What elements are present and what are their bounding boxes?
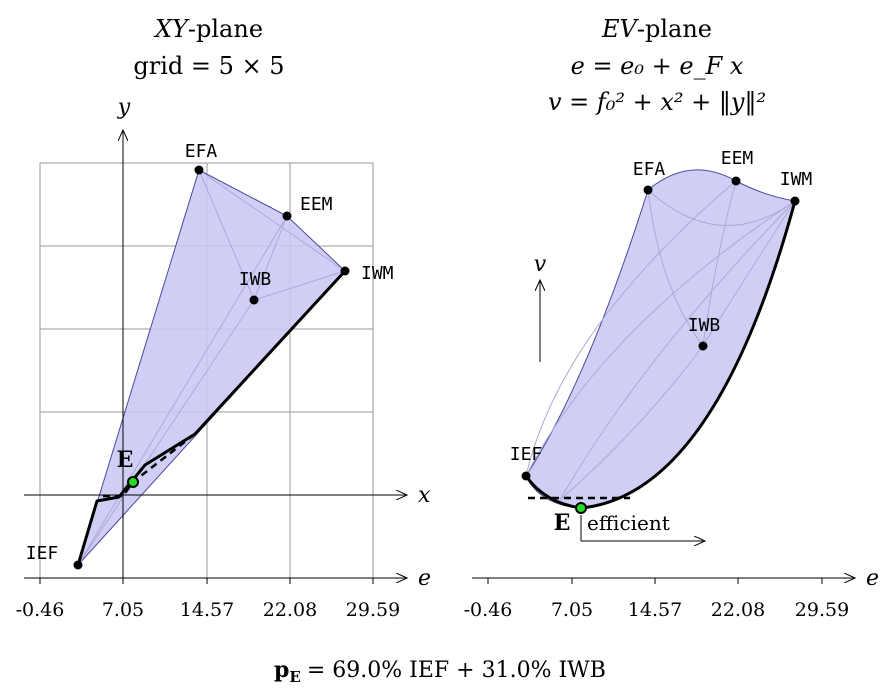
left-panel: XY-plane grid = 5 × 5 y x — [16, 15, 431, 621]
xy-hull-inner-edges — [77, 169, 346, 566]
ev-label-ief: IEF — [510, 444, 543, 465]
ev-label-e: E — [554, 510, 571, 536]
formula-v: v = f₀² + x² + ‖y‖² — [548, 88, 766, 117]
left-tick-label: 22.08 — [263, 599, 317, 621]
xy-label-ief: IEF — [26, 543, 59, 564]
ev-point-efa — [643, 185, 653, 195]
right-e-ticks — [487, 578, 823, 584]
left-tick-label: 29.59 — [346, 599, 400, 621]
x-axis-label: x — [418, 483, 431, 508]
left-e-ticks — [39, 578, 374, 584]
xy-label-e: E — [117, 447, 134, 473]
xy-point-efa — [194, 165, 204, 175]
ev-point-iwm — [790, 196, 800, 206]
left-tick-label: -0.46 — [16, 599, 65, 621]
xy-label-efa: EFA — [185, 141, 218, 162]
left-tick-label: 7.05 — [102, 599, 144, 621]
xy-hull — [77, 169, 346, 566]
xy-point-eem — [282, 211, 292, 221]
xy-efficient-chord — [103, 433, 196, 498]
caption-p-sub: E — [289, 668, 300, 686]
ev-efficient-frontier — [524, 200, 797, 510]
right-panel: EV-plane e = e₀ + e_F x v = f₀² + x² + ‖… — [464, 15, 879, 621]
ev-point-iwb — [698, 341, 708, 351]
right-tick-label: 7.05 — [551, 599, 593, 621]
left-tick-label: 14.57 — [180, 599, 234, 621]
ev-point-eem — [731, 176, 741, 186]
right-tick-label: -0.46 — [464, 599, 513, 621]
left-title-line1: XY-plane — [153, 15, 263, 43]
ev-label-eem: EEM — [721, 148, 754, 169]
caption: pE = 69.0% IEF + 31.0% IWB — [274, 657, 606, 686]
caption-p: p — [274, 657, 289, 683]
efficient-label: efficient — [587, 511, 670, 535]
xy-point-e — [127, 476, 139, 488]
xy-label-eem: EEM — [300, 194, 333, 215]
ev-label-efa: EFA — [633, 159, 666, 180]
xy-point-iwm — [340, 266, 350, 276]
left-title-line2: grid = 5 × 5 — [133, 52, 284, 80]
ev-label-iwm: IWM — [780, 169, 813, 190]
xy-label-iwb: IWB — [239, 269, 272, 290]
v-axis-label: v — [534, 252, 547, 277]
ev-point-e — [575, 502, 587, 514]
left-e-axis-label: e — [418, 566, 431, 591]
xy-label-iwm: IWM — [361, 263, 394, 284]
ev-point-ief — [521, 471, 531, 481]
right-e-axis-label: e — [866, 566, 879, 591]
caption-text: = 69.0% IEF + 31.0% IWB — [307, 658, 606, 683]
y-axis-label: y — [117, 95, 131, 120]
xy-point-iwb — [249, 295, 259, 305]
right-title-line1: EV-plane — [601, 15, 712, 43]
ev-hull-inner-edges — [525, 180, 796, 501]
xy-point-ief — [73, 560, 83, 570]
right-tick-label: 29.59 — [795, 599, 849, 621]
ev-label-iwb: IWB — [688, 315, 721, 336]
right-tick-label: 14.57 — [628, 599, 682, 621]
ev-hull — [525, 169, 796, 509]
right-tick-label: 22.08 — [711, 599, 765, 621]
formula-e: e = e₀ + e_F x — [571, 52, 744, 80]
